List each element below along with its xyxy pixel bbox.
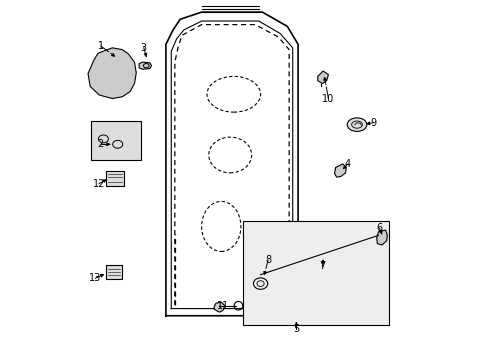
Polygon shape (317, 71, 328, 84)
FancyBboxPatch shape (106, 265, 122, 279)
Text: 7: 7 (319, 261, 325, 271)
Text: 4: 4 (345, 159, 350, 169)
Polygon shape (139, 62, 151, 69)
Text: 3: 3 (141, 43, 146, 53)
Text: 8: 8 (264, 255, 270, 265)
Text: 5: 5 (293, 324, 299, 334)
Text: 1: 1 (98, 41, 104, 51)
FancyBboxPatch shape (106, 171, 124, 186)
FancyBboxPatch shape (242, 221, 388, 325)
Text: 11: 11 (217, 301, 229, 311)
Polygon shape (214, 302, 224, 312)
Text: 13: 13 (89, 273, 102, 283)
Text: 12: 12 (93, 179, 105, 189)
Text: 2: 2 (97, 139, 103, 149)
Ellipse shape (346, 118, 366, 131)
Text: 9: 9 (369, 118, 375, 128)
Text: 6: 6 (376, 223, 382, 233)
Text: 10: 10 (322, 94, 334, 104)
Polygon shape (376, 230, 386, 245)
FancyBboxPatch shape (91, 121, 141, 160)
Polygon shape (88, 48, 136, 99)
Polygon shape (334, 164, 346, 177)
